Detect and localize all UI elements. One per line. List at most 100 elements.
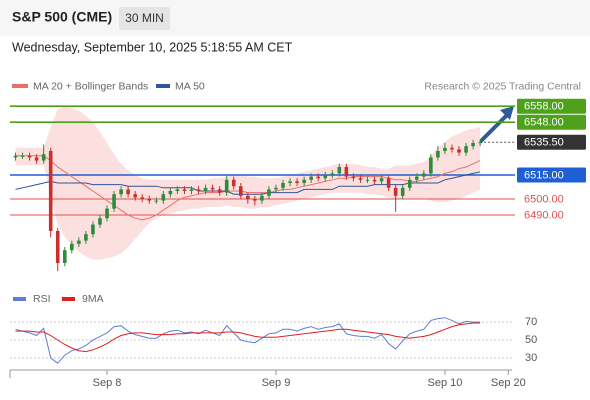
candle-body <box>351 176 356 179</box>
rsi-line <box>15 322 481 353</box>
legend-label: MA 20 + Bollinger Bands <box>33 80 148 92</box>
candle-body <box>393 187 398 196</box>
header-band <box>0 0 590 36</box>
candle-body <box>414 176 419 180</box>
candle-body <box>450 147 454 150</box>
candle-body <box>217 189 222 193</box>
level-label: 6515.00 <box>524 169 564 181</box>
rsi-line <box>15 317 481 364</box>
legend-label: MA 50 <box>175 80 205 92</box>
rsi-tick-label: 50 <box>525 334 537 346</box>
timestamp: Wednesday, September 10, 2025 5:18:55 AM… <box>12 40 293 54</box>
candle-body <box>112 194 116 209</box>
interval-badge <box>119 7 170 30</box>
candle-body <box>161 194 166 201</box>
candle-body <box>175 189 180 191</box>
chart-title: S&P 500 (CME) <box>12 9 112 25</box>
candle-body <box>295 181 299 183</box>
level-badge <box>517 167 586 183</box>
x-tick-label: Sep 8 <box>93 377 122 389</box>
candle-body <box>358 178 363 180</box>
interval: 30 MIN <box>125 11 164 25</box>
candle-body <box>210 187 215 190</box>
candle-body <box>260 195 264 201</box>
rsi-tick-label: 30 <box>525 352 537 364</box>
legend-label: RSI <box>33 293 51 305</box>
legend-swatch <box>156 84 170 88</box>
candle-body <box>478 142 482 144</box>
candle-body <box>457 149 461 153</box>
level-label: 6490.00 <box>524 209 564 221</box>
candle-body <box>253 199 257 201</box>
bollinger-band <box>15 106 481 260</box>
candle-body <box>133 194 137 198</box>
candle-body <box>407 179 412 188</box>
x-tick-label: Sep 20 <box>491 377 526 389</box>
candle-body <box>70 243 74 251</box>
source: Research © 2025 Trading Central <box>424 80 581 92</box>
candle-body <box>55 231 60 263</box>
level-badge <box>517 98 586 114</box>
candle-body <box>154 200 159 202</box>
candle-body <box>281 183 285 188</box>
candle-body <box>62 250 67 263</box>
candle-body <box>119 189 123 195</box>
candle-body <box>20 155 25 157</box>
candle-body <box>84 234 88 241</box>
candle-body <box>34 157 39 161</box>
candle-body <box>105 208 109 219</box>
candle-body <box>231 179 236 187</box>
level-badge <box>517 114 586 130</box>
legend-swatch <box>13 297 26 301</box>
candle-body <box>337 167 342 174</box>
level-badge <box>517 134 586 150</box>
level-label: 6558.00 <box>524 101 564 113</box>
candle-body <box>471 143 475 147</box>
legend-label: 9MA <box>82 293 104 305</box>
level-label: 6500.00 <box>524 193 564 205</box>
candle-body <box>77 240 81 244</box>
legend-swatch <box>62 297 75 301</box>
candle-body <box>309 176 313 180</box>
x-tick-label: Sep 10 <box>428 377 463 389</box>
candle-body <box>182 189 187 191</box>
candle-body <box>302 179 306 183</box>
candle-body <box>168 191 173 195</box>
candle-body <box>27 155 32 158</box>
candle-body <box>379 178 384 182</box>
candle-body <box>422 173 426 177</box>
candle-body <box>196 189 201 191</box>
candle-body <box>330 173 335 175</box>
candle-body <box>443 147 447 151</box>
candle-body <box>238 186 243 196</box>
candle-body <box>267 189 271 196</box>
candle-body <box>41 154 46 161</box>
forecast-arrow <box>478 112 510 144</box>
candle-body <box>48 151 53 231</box>
candle-body <box>91 224 95 235</box>
candle-body <box>189 189 194 191</box>
candle-body <box>274 187 278 190</box>
candle-body <box>288 181 292 183</box>
candle-body <box>429 157 433 174</box>
candle-body <box>344 167 349 177</box>
candle-body <box>372 179 377 182</box>
candle-body <box>436 151 440 158</box>
candle-body <box>13 155 18 158</box>
candle-body <box>126 189 130 195</box>
candle-body <box>203 187 208 191</box>
candle-body <box>323 175 328 179</box>
candle-body <box>246 195 250 199</box>
candle-body <box>98 218 102 225</box>
level-label: 6548.00 <box>524 117 564 129</box>
rsi-tick-label: 70 <box>525 316 537 328</box>
level-label: 6535.50 <box>524 137 564 149</box>
candle-body <box>140 197 145 199</box>
x-tick-label: Sep 9 <box>262 377 291 389</box>
candle-body <box>400 187 405 196</box>
candle-body <box>224 179 229 193</box>
candle-body <box>386 178 391 188</box>
forecast-arrowhead <box>500 106 514 120</box>
